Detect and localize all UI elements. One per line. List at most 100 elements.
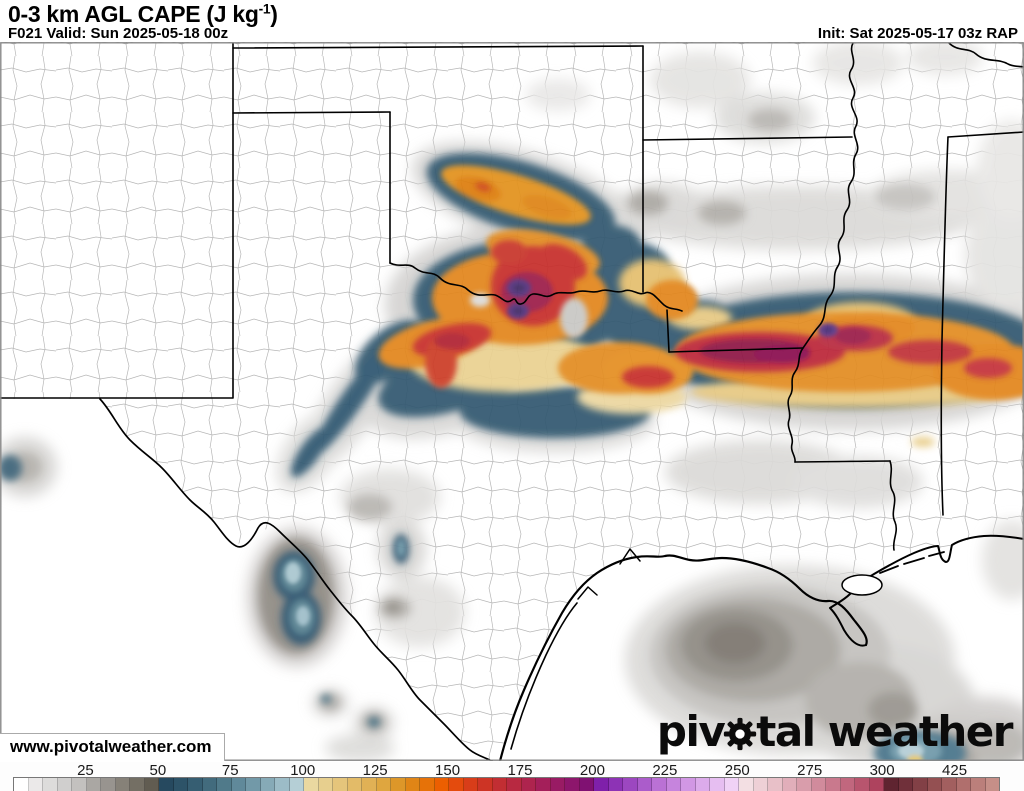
colorbar-cell xyxy=(579,778,594,791)
colorbar-cell xyxy=(318,778,333,791)
colorbar-cell xyxy=(797,778,812,791)
colorbar-cell xyxy=(710,778,725,791)
colorbar-cell xyxy=(637,778,652,791)
colorbar-tick-label: 25 xyxy=(77,762,94,779)
colorbar-cell xyxy=(956,778,971,791)
colorbar-cell xyxy=(202,778,217,791)
colorbar-cell xyxy=(28,778,43,791)
coastal-bays xyxy=(577,548,641,600)
colorbar-cell xyxy=(231,778,246,791)
colorbar-cell xyxy=(159,778,174,791)
colorbar-cell xyxy=(739,778,754,791)
state-borders-layer xyxy=(0,42,1024,761)
colorbar-cell xyxy=(971,778,986,791)
border-ar-la xyxy=(668,347,804,353)
colorbar-cell xyxy=(347,778,362,791)
border-ky-tn xyxy=(948,42,1024,68)
colorbar-cell xyxy=(681,778,696,791)
border-tx-ar xyxy=(666,309,670,353)
lake-pontchartrain xyxy=(841,574,883,596)
colorbar-cell xyxy=(333,778,348,791)
rio-grande xyxy=(99,398,493,761)
colorbar-tick-label: 425 xyxy=(942,762,968,779)
valid-time-label: F021 Valid: Sun 2025-05-18 00z xyxy=(8,25,229,42)
colorbar-cell xyxy=(405,778,420,791)
colorbar-cell xyxy=(507,778,522,791)
colorbar-cell xyxy=(449,778,464,791)
colorbar-cell xyxy=(753,778,768,791)
colorbar-cell xyxy=(275,778,290,791)
header: 0-3 km AGL CAPE (J kg-1) F021 Valid: Sun… xyxy=(0,0,1024,42)
barrier-islands-ms xyxy=(879,551,945,574)
colorbar-cell xyxy=(652,778,667,791)
colorbar-tick-label: 50 xyxy=(149,762,167,779)
colorbar-cell xyxy=(884,778,899,791)
colorbar-cell xyxy=(144,778,159,791)
map-frame xyxy=(0,42,1024,761)
colorbar-cell xyxy=(72,778,87,791)
colorbar-cell xyxy=(840,778,855,791)
colorbar-cell xyxy=(608,778,623,791)
colorbar-cell xyxy=(115,778,130,791)
colorbar-cell xyxy=(942,778,957,791)
colorbar-tick-label: 125 xyxy=(362,762,388,779)
border-nm-tx xyxy=(0,42,234,399)
colorbar-cell xyxy=(304,778,319,791)
colorbar-cell xyxy=(43,778,58,791)
init-time-label: Init: Sat 2025-05-17 03z RAP xyxy=(817,25,1018,42)
gulf-coastline xyxy=(498,554,868,761)
colorbar-cell xyxy=(434,778,449,791)
border-ok-panhandle xyxy=(232,111,391,114)
weather-map-graphic xyxy=(0,42,1024,761)
pearl-river xyxy=(889,460,898,551)
colorbar-tick-label: 225 xyxy=(652,762,678,779)
colorbar-cell xyxy=(855,778,870,791)
colorbar-cell xyxy=(420,778,435,791)
border-ok-ks xyxy=(232,45,644,49)
colorbar-tick-label: 200 xyxy=(579,762,605,779)
coastline-layer xyxy=(498,534,1024,761)
mexico-mask xyxy=(0,399,492,761)
colorbar-cell xyxy=(565,778,580,791)
red-river xyxy=(389,262,683,312)
colorbar-tick-label: 75 xyxy=(221,762,239,779)
mississippi-river xyxy=(787,42,859,463)
colorbar-cell xyxy=(536,778,551,791)
border-la-ms xyxy=(794,460,891,463)
colorbar-cell xyxy=(666,778,681,791)
colorbar-cell xyxy=(289,778,304,791)
colorbar-cell xyxy=(869,778,884,791)
colorbar-cell xyxy=(623,778,638,791)
colorbar-tick-label: 100 xyxy=(290,762,316,779)
colorbar-cell xyxy=(550,778,565,791)
border-al-tn xyxy=(947,131,1024,138)
delta-coastline xyxy=(829,534,1024,647)
colorbar-cell xyxy=(362,778,377,791)
colorbar-tick-label: 300 xyxy=(869,762,895,779)
colorbar-cell xyxy=(14,778,29,791)
colorbar xyxy=(13,777,1000,791)
colorbar-cell xyxy=(826,778,841,791)
colorbar-cell xyxy=(594,778,609,791)
colorbar-tick-labels: 25 50 75 100 125 150 175 200 225 250 275 300 425 xyxy=(0,762,1024,779)
colorbar-cell xyxy=(695,778,710,791)
pivotal-weather-logo: piv tal weather xyxy=(656,707,1014,756)
border-ar-mo xyxy=(642,136,853,141)
map-canvas: www.pivotalweather.com piv tal weather xyxy=(0,42,1024,761)
colorbar-tick-label: 250 xyxy=(724,762,750,779)
colorbar-tick-label: 150 xyxy=(435,762,461,779)
cape-shading-layer xyxy=(0,42,1024,761)
colorbar-cell xyxy=(57,778,72,791)
colorbar-footer: 25 50 75 100 125 150 175 200 225 250 275 300 425 xyxy=(0,762,1024,791)
colorbar-cell xyxy=(521,778,536,791)
page-title: 0-3 km AGL CAPE (J kg-1) xyxy=(8,1,278,27)
colorbar-cell xyxy=(927,778,942,791)
colorbar-tick-label: 175 xyxy=(507,762,533,779)
colorbar-cell xyxy=(492,778,507,791)
watermark: www.pivotalweather.com xyxy=(0,733,225,761)
padre-island xyxy=(510,602,578,750)
colorbar-cell xyxy=(376,778,391,791)
logo-text-pre: piv xyxy=(656,707,726,756)
colorbar-cell xyxy=(898,778,913,791)
